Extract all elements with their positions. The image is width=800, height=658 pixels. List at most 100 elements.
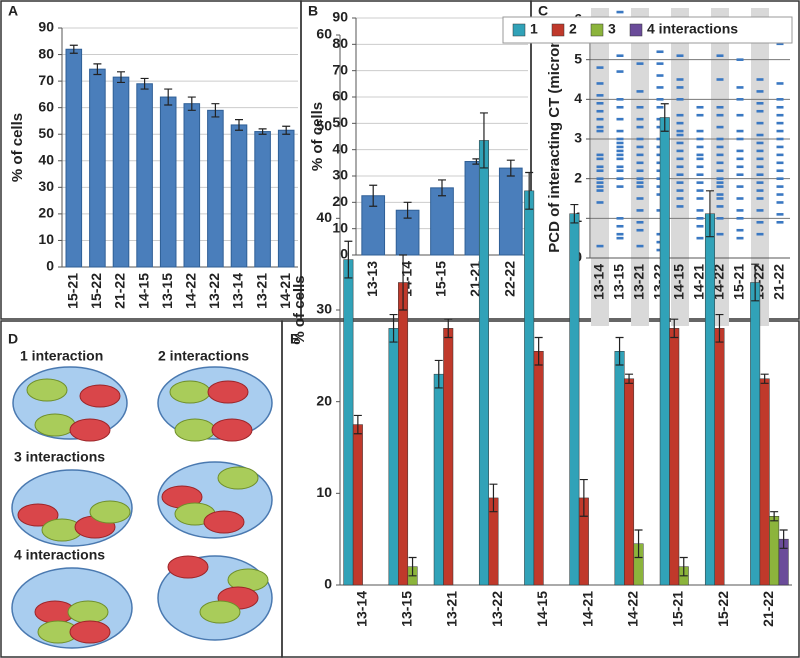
dash bbox=[696, 217, 704, 220]
dash bbox=[636, 181, 644, 184]
x-tick-label: 13-22 bbox=[206, 273, 222, 309]
bar bbox=[159, 96, 177, 268]
x-tick-label: 13-14 bbox=[230, 273, 246, 309]
y-tick-label: 20 bbox=[38, 205, 54, 221]
dash bbox=[636, 137, 644, 141]
dash bbox=[756, 133, 764, 137]
dash bbox=[676, 165, 684, 169]
dash bbox=[616, 137, 624, 141]
y-tick-label: 70 bbox=[38, 72, 54, 88]
dash bbox=[696, 113, 704, 117]
dash bbox=[776, 153, 784, 157]
error-bar bbox=[69, 44, 78, 54]
error-bar bbox=[389, 313, 398, 343]
error-bar bbox=[403, 201, 412, 219]
dash bbox=[776, 129, 784, 133]
error-bar bbox=[625, 373, 634, 384]
dash bbox=[676, 98, 684, 101]
y-tick-label: 2 bbox=[574, 169, 582, 185]
error-bar bbox=[117, 71, 125, 84]
x-tick-label: 15-22 bbox=[715, 591, 731, 627]
bar bbox=[569, 213, 580, 586]
dash bbox=[756, 209, 764, 212]
x-tick-label: 13-15 bbox=[159, 273, 175, 309]
territory bbox=[34, 413, 76, 437]
x-tick-label: 13-21 bbox=[253, 273, 269, 309]
error-bar bbox=[408, 556, 417, 577]
dash bbox=[736, 173, 744, 176]
bar bbox=[433, 373, 444, 586]
y-tick-label: 60 bbox=[316, 26, 332, 42]
error-bar bbox=[634, 529, 643, 559]
error-bar bbox=[258, 128, 267, 135]
error-bar bbox=[93, 63, 102, 76]
legend-label: 4 interactions bbox=[647, 21, 738, 37]
error-bar bbox=[770, 511, 779, 522]
dash bbox=[636, 62, 644, 65]
bar bbox=[704, 213, 715, 586]
y-tick-label: 60 bbox=[38, 98, 54, 114]
dash bbox=[736, 86, 744, 89]
dash bbox=[596, 201, 604, 204]
y-tick-label: 30 bbox=[38, 178, 54, 194]
dash bbox=[696, 129, 704, 133]
dash bbox=[596, 66, 604, 69]
territory bbox=[169, 380, 211, 404]
error-bar bbox=[211, 103, 220, 118]
error-bar bbox=[479, 112, 488, 169]
territory bbox=[167, 555, 209, 579]
dash bbox=[616, 169, 624, 173]
dash bbox=[756, 90, 764, 93]
bar bbox=[388, 328, 399, 586]
dash bbox=[716, 137, 724, 141]
bar bbox=[714, 328, 725, 586]
dash bbox=[736, 98, 744, 101]
dash bbox=[776, 161, 784, 165]
dash bbox=[676, 173, 684, 176]
dash bbox=[596, 82, 604, 85]
dash bbox=[616, 185, 624, 188]
dash bbox=[776, 113, 784, 117]
dash bbox=[616, 98, 624, 101]
x-tick-label: 13-22 bbox=[489, 591, 505, 627]
dash bbox=[616, 232, 624, 236]
error-bar bbox=[187, 96, 196, 111]
dash bbox=[616, 145, 624, 149]
dash bbox=[616, 54, 624, 57]
dash bbox=[756, 221, 764, 224]
y-tick-label: 80 bbox=[38, 45, 54, 61]
dash bbox=[636, 105, 644, 109]
dash bbox=[616, 157, 624, 161]
panel-letter: C bbox=[538, 3, 548, 19]
dash bbox=[716, 113, 724, 117]
dash bbox=[676, 86, 684, 89]
panel-letter: B bbox=[308, 3, 318, 19]
bar bbox=[277, 129, 295, 268]
dash bbox=[716, 105, 724, 109]
dash bbox=[676, 157, 684, 161]
dash bbox=[676, 205, 684, 208]
diagram-label: 3 interactions bbox=[14, 449, 105, 465]
dash bbox=[716, 153, 724, 157]
bar bbox=[112, 76, 130, 268]
dash bbox=[676, 133, 684, 137]
x-tick-label: 13-21 bbox=[631, 264, 647, 300]
dash bbox=[776, 145, 784, 149]
dash bbox=[696, 165, 704, 169]
dash bbox=[636, 197, 644, 200]
error-bar bbox=[399, 254, 408, 311]
territory bbox=[79, 384, 121, 408]
error-bar bbox=[715, 313, 724, 343]
x-tick-label: 14-22 bbox=[183, 273, 199, 309]
dash bbox=[756, 197, 764, 200]
dash bbox=[716, 217, 724, 220]
x-tick-label: 13-14 bbox=[591, 264, 607, 300]
dash bbox=[736, 113, 744, 117]
dash bbox=[616, 236, 624, 240]
x-tick-label: 21-22 bbox=[771, 264, 787, 300]
error-bar bbox=[525, 171, 534, 210]
dash bbox=[596, 157, 604, 161]
error-bar bbox=[140, 77, 149, 90]
dash bbox=[596, 177, 604, 180]
dash bbox=[636, 209, 644, 212]
